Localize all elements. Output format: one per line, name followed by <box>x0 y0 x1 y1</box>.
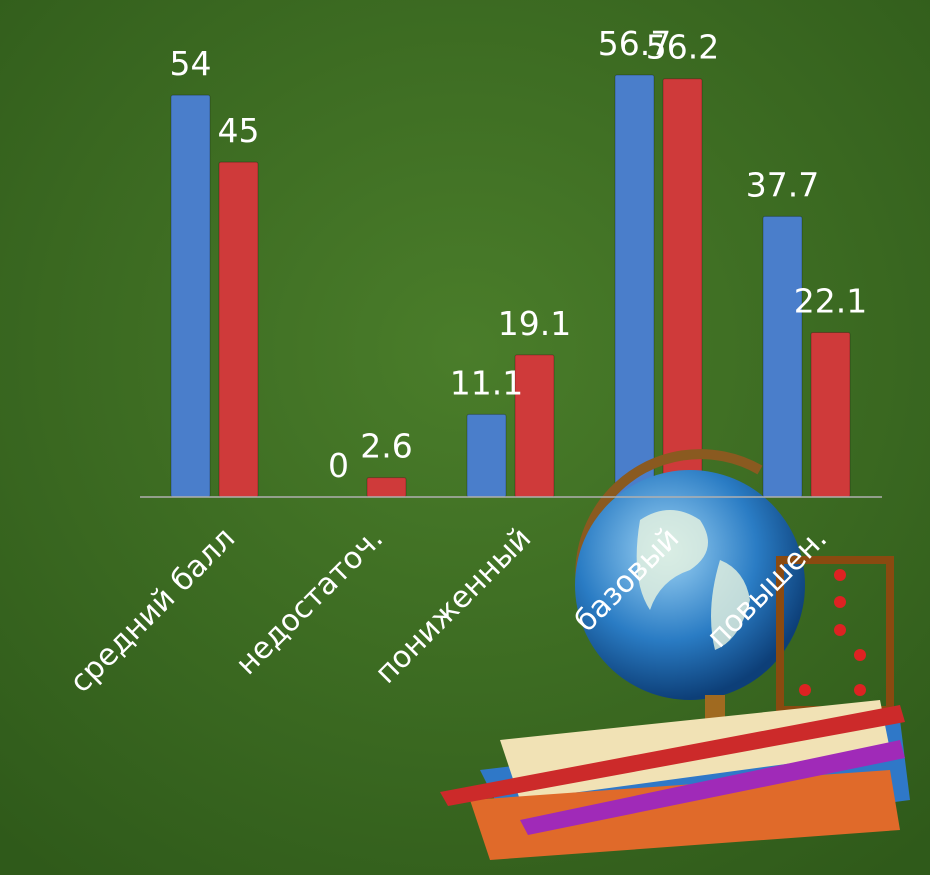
bar <box>218 161 259 498</box>
bar <box>810 332 851 498</box>
value-label: 37.7 <box>746 165 819 204</box>
bar <box>662 78 703 498</box>
value-label: 22.1 <box>794 282 867 321</box>
bar <box>614 74 655 498</box>
value-label: 0 <box>328 446 349 485</box>
value-label: 11.1 <box>450 363 523 402</box>
value-label: 56.7 <box>598 24 671 63</box>
value-label: 45 <box>218 111 260 150</box>
value-label: 54 <box>170 44 212 83</box>
decoration <box>440 449 910 860</box>
value-label: 19.1 <box>498 304 571 343</box>
bar <box>170 94 211 498</box>
value-label: 56.2 <box>646 28 719 67</box>
bar <box>366 477 407 498</box>
bar <box>762 215 803 498</box>
bar <box>466 413 507 498</box>
value-label: 2.6 <box>360 427 412 466</box>
